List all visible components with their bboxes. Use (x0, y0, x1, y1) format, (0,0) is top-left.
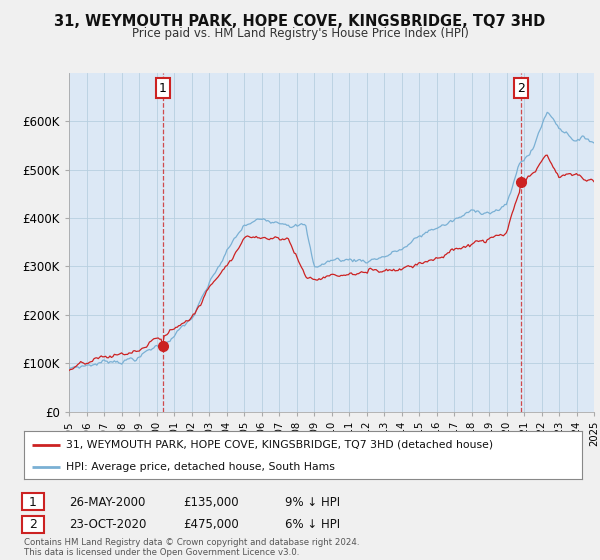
Text: £475,000: £475,000 (183, 518, 239, 531)
Text: £135,000: £135,000 (183, 496, 239, 509)
Text: Contains HM Land Registry data © Crown copyright and database right 2024.
This d: Contains HM Land Registry data © Crown c… (24, 538, 359, 557)
Text: 2: 2 (517, 82, 525, 95)
Text: 9% ↓ HPI: 9% ↓ HPI (285, 496, 340, 509)
Text: 26-MAY-2000: 26-MAY-2000 (69, 496, 145, 509)
Text: 23-OCT-2020: 23-OCT-2020 (69, 518, 146, 531)
Text: HPI: Average price, detached house, South Hams: HPI: Average price, detached house, Sout… (66, 462, 335, 472)
Text: 31, WEYMOUTH PARK, HOPE COVE, KINGSBRIDGE, TQ7 3HD (detached house): 31, WEYMOUTH PARK, HOPE COVE, KINGSBRIDG… (66, 440, 493, 450)
Text: 2: 2 (29, 518, 37, 531)
Text: 1: 1 (158, 82, 167, 95)
Text: 6% ↓ HPI: 6% ↓ HPI (285, 518, 340, 531)
Text: Price paid vs. HM Land Registry's House Price Index (HPI): Price paid vs. HM Land Registry's House … (131, 27, 469, 40)
Text: 31, WEYMOUTH PARK, HOPE COVE, KINGSBRIDGE, TQ7 3HD: 31, WEYMOUTH PARK, HOPE COVE, KINGSBRIDG… (55, 14, 545, 29)
Text: 1: 1 (29, 496, 37, 509)
